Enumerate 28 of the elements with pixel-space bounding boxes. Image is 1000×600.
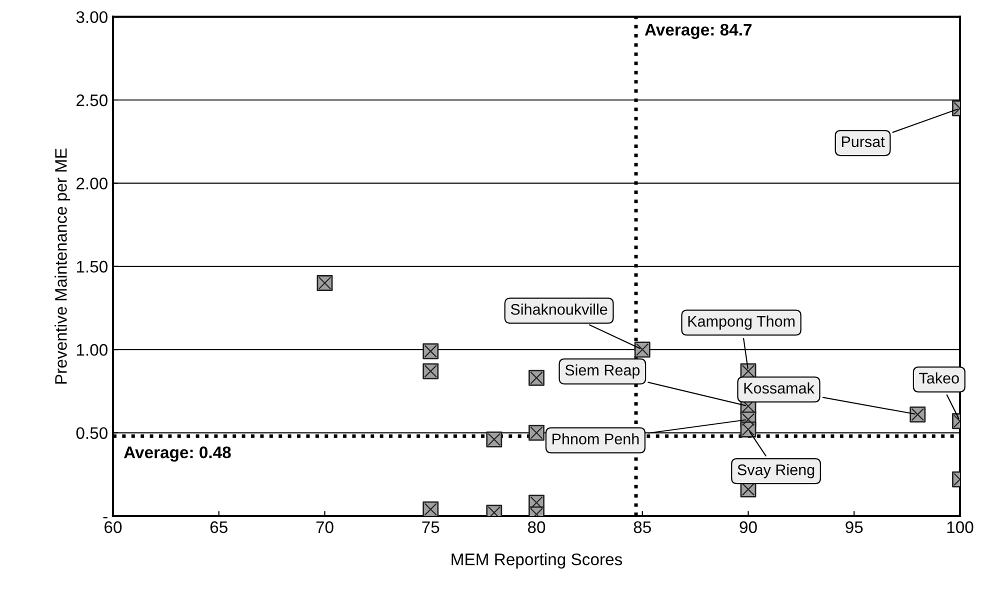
x-tick-label: 100 [947,521,974,534]
y-tick-label: 1.00 [76,344,108,356]
x-tick-label: 85 [634,521,651,534]
y-tick-label: 0.50 [76,427,108,440]
y-tick-label: 2.00 [76,178,108,190]
x-tick-label: 90 [740,521,757,534]
annotation: Kampong Thom [688,316,795,330]
annotation: Siem Reap [565,364,640,379]
x-tick-label: 80 [528,521,546,534]
x-tick-label: 95 [846,521,863,534]
x-axis-title: MEM Reporting Scores [452,553,622,569]
ref-line-label: Average: 84.7 [644,24,752,39]
y-tick-label: - [103,516,108,518]
y-tick-label: 3.00 [76,11,108,24]
x-tick-label: 70 [316,521,334,534]
annotation: Svay Rieng [738,464,814,478]
y-tick-label: 1.50 [76,260,108,273]
annotation: Pursat [842,136,885,148]
annotation: Sihaknoukville [510,304,608,315]
y-axis-title: Preventive Maintenance per ME [54,148,70,384]
x-tick-label: 60 [104,521,122,534]
annotation: Phnom Penh [552,433,639,444]
x-tick-label: 65 [210,521,228,534]
annotation: Takeo [919,372,959,384]
annotation: Kossamak [744,382,814,394]
ref-line-label: Average: 0.48 [124,446,231,462]
y-tick-label: 2.50 [76,94,108,106]
x-tick-label: 75 [422,521,440,534]
